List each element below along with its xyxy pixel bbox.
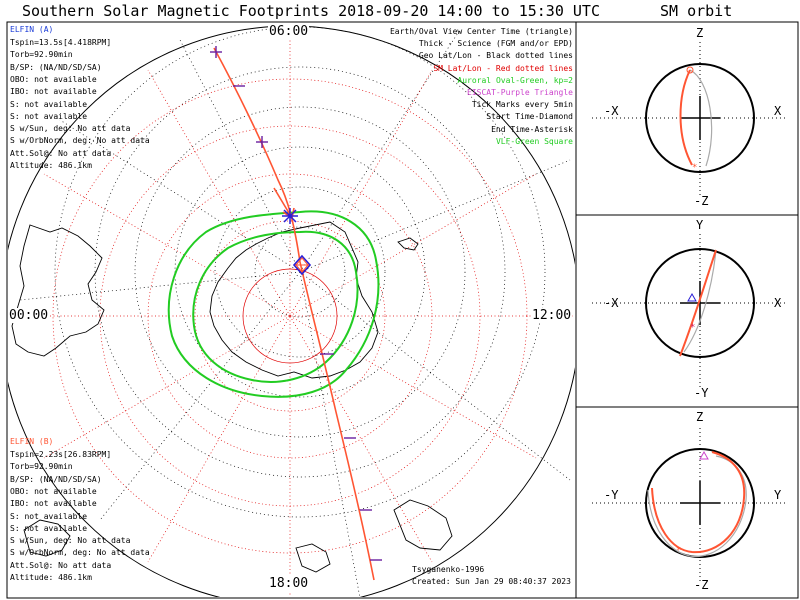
five-minute-ticks (210, 46, 382, 561)
svg-text:*: * (692, 163, 697, 173)
orbit-panel-xz: * (592, 42, 788, 195)
legend-entry: Thick - Science (FGM and/or EPD) (418, 39, 573, 49)
polar-map (8, 25, 575, 597)
elfin-b-info-line: S: not available (10, 511, 88, 521)
panel1-right-label: X (774, 104, 782, 118)
auroral-oval-outer (167, 210, 380, 398)
panel2-bottom-label: -Y (694, 386, 709, 400)
legend-entry: Geo Lat/Lon - Black dotted lines (418, 51, 573, 61)
hour-label-right: 12:00 (531, 308, 573, 323)
legend-entry: End Time-Asterisk (491, 124, 573, 134)
africa-tip (295, 543, 331, 573)
legend-entry: Earth/Oval View Center Time (triangle) (389, 27, 573, 36)
panel1-top-label: Z (696, 26, 704, 40)
elfin-b-info-line: Altitude: 486.1km (10, 573, 92, 582)
orbit-panel-yz: * (592, 428, 788, 582)
island-coast-2 (23, 519, 71, 557)
orbit-frame (575, 21, 799, 599)
panel3-right-label: Y (774, 488, 782, 502)
elfin-b-info-line: OBO: not available (10, 486, 97, 496)
hour-label-bottom: 18:00 (268, 576, 310, 591)
legend-entry: Tick Marks every 5min (471, 100, 573, 110)
elfin-a-info-line: Altitude: 486.1km (10, 161, 92, 170)
elfin-b-info-line: S w/Sun, deg: No att data (10, 536, 131, 546)
legend-entry: Start Time-Diamond (486, 112, 573, 122)
island-coast (397, 237, 419, 251)
auroral-oval-inner (192, 230, 359, 383)
svg-text:*: * (676, 546, 681, 556)
legend-entry: VLF-Green Square (495, 136, 573, 146)
geo-grid (19, 26, 571, 597)
elfin-a-info-line: S w/Sun, deg: No att data (10, 124, 131, 134)
hour-label-left: 00:00 (8, 308, 50, 323)
model-label: Tsyganenko-1996 (412, 565, 485, 574)
view-center-asterisk (282, 208, 298, 224)
sm-grid (8, 30, 575, 597)
elfin-a-info-line: Att.Sol@: No att data (10, 148, 112, 158)
elfin-b-info-line: S: not available (10, 523, 88, 533)
panel3-left-label: -Y (604, 488, 619, 502)
panel2-right-label: X (774, 296, 782, 310)
panel2-left-label: -X (604, 296, 619, 310)
svg-text:*: * (690, 323, 695, 333)
elfin-b-info-line: Torb=92.90min (10, 462, 73, 472)
elfin-a-info-line: S w/OrbNorm, deg: No att data (10, 136, 150, 146)
elfin-b-info-line: B/SP: (NA/ND/SD/SA) (10, 474, 102, 484)
elfin-a-info-line: OBO: not available (10, 74, 97, 84)
panel2-top-label: Y (696, 218, 704, 232)
panel3-bottom-label: -Z (694, 578, 709, 592)
elfin-a-info-line: S: not available (10, 99, 88, 109)
orbit-panel-xy: * (592, 234, 788, 388)
legend-entry: Auroral Oval-Green, kp=2 (457, 75, 573, 85)
south-america-tip (393, 499, 453, 551)
elfin-a-info-line: IBO: not available (10, 87, 97, 97)
map-title: Southern Solar Magnetic Footprints 2018-… (22, 2, 600, 20)
start-time-diamond (292, 254, 312, 276)
elfin-b-info-line: Tspin=2.23s[26.83RPM] (10, 450, 112, 459)
elfin-b-name: ELFIN (B) (10, 437, 54, 446)
panel1-bottom-label: -Z (694, 194, 709, 208)
legend-entry: EISCAT-Purple Triangle (467, 88, 573, 97)
auroral-ovals (167, 210, 380, 398)
elfin-b-info-line: Att.Sol@: No att data (10, 560, 112, 570)
hour-label-top: 06:00 (268, 24, 310, 39)
elfin-a-name: ELFIN (A) (10, 25, 54, 34)
legend-entry: SM Lat/Lon - Red dotted lines (433, 63, 573, 73)
australia-coast (11, 224, 105, 357)
created-label: Created: Sun Jan 29 08:40:37 2023 (412, 577, 571, 586)
elfin-a-info-line: B/SP: (NA/ND/SD/SA) (10, 62, 102, 72)
elfin-a-info-line: Tspin=13.5s[4.418RPM] (10, 38, 112, 47)
elfin-a-info-line: Torb=92.90min (10, 50, 73, 60)
panel3-top-label: Z (696, 410, 704, 424)
elfin-b-info-line: S w/OrbNorm, deg: No att data (10, 548, 150, 558)
elfin-a-info-line: S: not available (10, 111, 88, 121)
panel1-left-label: -X (604, 104, 619, 118)
orbit-title: SM orbit (660, 2, 733, 20)
elfin-b-info-line: IBO: not available (10, 499, 97, 509)
